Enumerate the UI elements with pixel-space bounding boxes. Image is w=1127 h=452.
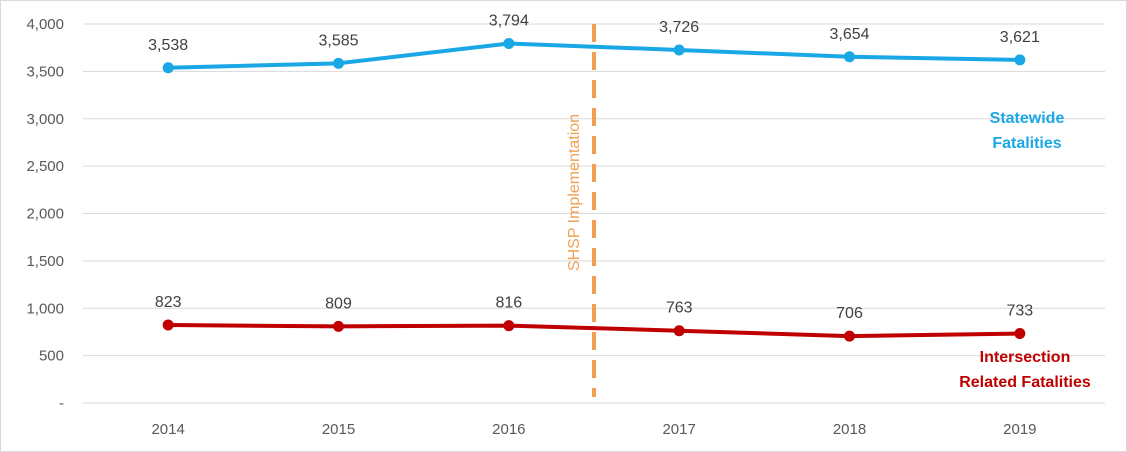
data-point <box>333 320 344 332</box>
data-labels: 3,538 3,585 3,794 3,726 3,654 3,621 823 809 816 7… <box>148 13 1040 323</box>
y-tick-label: 2,500 <box>26 158 64 175</box>
x-tick-label: 2014 <box>151 421 184 438</box>
y-tick-label: - <box>59 395 64 412</box>
y-tick-label: 4,000 <box>26 16 64 33</box>
intersection-fatalities-label: Intersection <box>980 349 1071 366</box>
y-axis-ticks: - 500 1,000 1,500 2,000 2,500 3,000 3,500 4,000 <box>26 16 64 412</box>
data-point <box>1014 54 1026 66</box>
data-label: 809 <box>325 295 352 312</box>
data-label: 706 <box>836 305 863 322</box>
y-tick-label: 2,000 <box>26 206 64 223</box>
series <box>162 38 1026 342</box>
data-label: 823 <box>155 294 182 311</box>
x-tick-label: 2018 <box>833 421 866 438</box>
data-point <box>844 51 855 63</box>
y-tick-label: 3,500 <box>26 63 64 80</box>
data-point <box>1014 328 1026 340</box>
data-label: 763 <box>666 300 693 317</box>
x-tick-label: 2015 <box>322 421 355 438</box>
data-point <box>503 38 515 50</box>
data-point <box>162 62 174 74</box>
series-names: Statewide Fatalities Intersection Related F… <box>959 110 1091 391</box>
data-point <box>673 325 685 337</box>
data-point <box>162 319 174 331</box>
statewide-fatalities-label: Statewide <box>990 110 1065 127</box>
statewide-fatalities-line <box>166 41 1022 70</box>
x-axis-ticks: 2014 2015 2016 2017 2018 2019 <box>151 421 1036 438</box>
data-label: 3,621 <box>1000 29 1040 46</box>
data-label: 816 <box>495 295 522 312</box>
intersection-fatalities-label: Related Fatalities <box>959 374 1091 391</box>
x-tick-label: 2016 <box>492 421 525 438</box>
shsp-label: SHSP Implementation <box>566 114 583 271</box>
x-tick-label: 2019 <box>1003 421 1036 438</box>
data-point <box>333 57 344 69</box>
y-tick-label: 1,000 <box>26 300 64 317</box>
data-label: 3,794 <box>489 13 529 30</box>
data-label: 3,726 <box>659 19 699 36</box>
shsp-annotation: SHSP Implementation <box>566 24 596 397</box>
data-point <box>844 330 855 342</box>
y-tick-label: 3,000 <box>26 111 64 128</box>
data-label: 733 <box>1006 303 1033 320</box>
data-label: 3,585 <box>318 32 358 49</box>
data-point <box>503 320 515 332</box>
data-label: 3,654 <box>829 26 869 43</box>
statewide-fatalities-label: Fatalities <box>992 135 1061 152</box>
x-tick-label: 2017 <box>662 421 695 438</box>
data-label: 3,538 <box>148 37 188 54</box>
data-point <box>673 44 685 56</box>
y-tick-label: 1,500 <box>26 253 64 270</box>
y-tick-label: 500 <box>39 348 64 365</box>
intersection-fatalities-line <box>166 323 1022 339</box>
